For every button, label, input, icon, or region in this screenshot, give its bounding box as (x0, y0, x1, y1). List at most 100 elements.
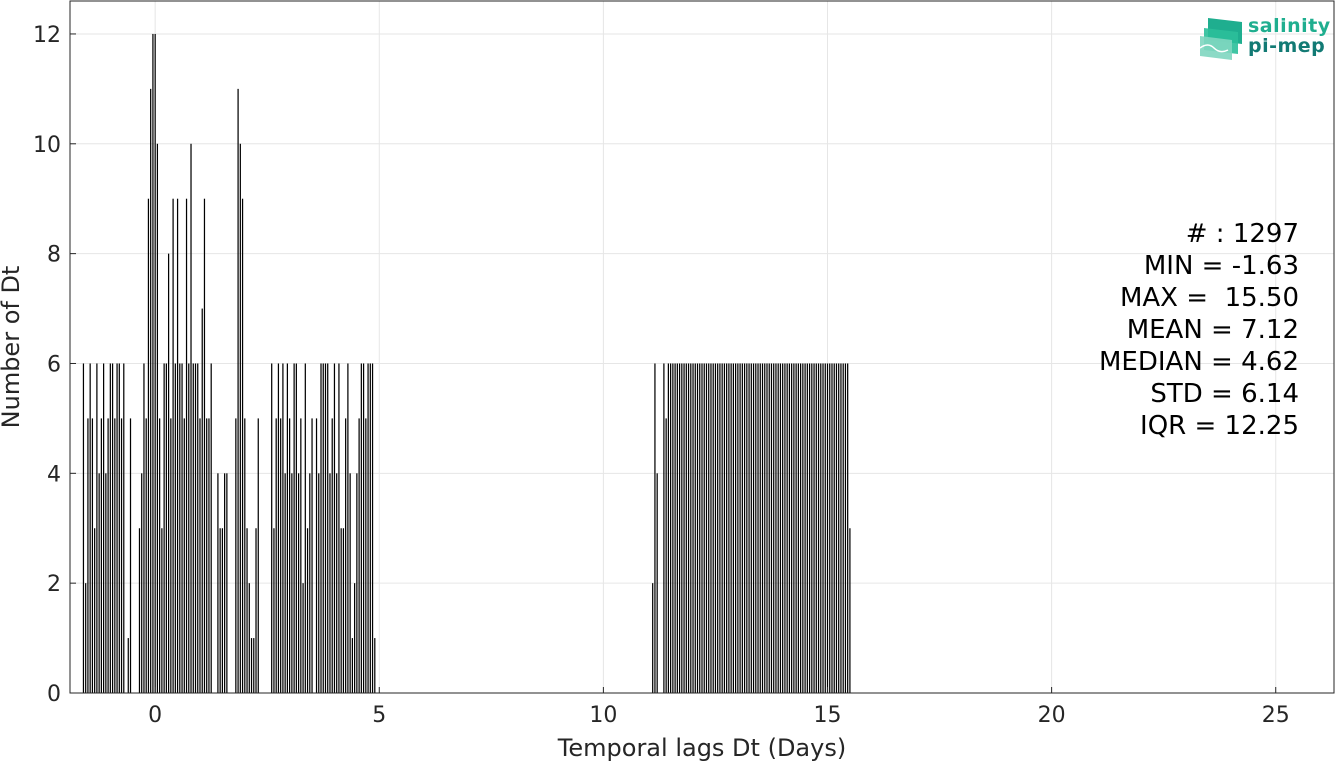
y-tick-label: 10 (33, 133, 61, 158)
histogram-bar (654, 363, 656, 693)
x-tick-labels: 0 5 10 15 20 25 (148, 687, 1290, 728)
histogram-bar (795, 363, 797, 693)
logo-text-pimep: pi-mep (1248, 35, 1326, 57)
histogram-bar (360, 363, 362, 693)
histogram-bar (100, 418, 102, 693)
histogram-bar (728, 363, 730, 693)
histogram-bar (241, 198, 244, 693)
histogram-bar (351, 638, 353, 693)
histogram-bar (172, 198, 174, 693)
histogram-bar (701, 363, 703, 693)
histogram-bar (811, 363, 813, 693)
histogram-bar (194, 363, 197, 693)
histogram-bar (297, 473, 300, 693)
histogram-bar (757, 363, 759, 693)
histogram-bar (703, 363, 705, 693)
x-tick-label: 25 (1262, 703, 1290, 728)
histogram-bar (365, 418, 367, 693)
histogram-bar (315, 418, 318, 693)
histogram-bar (719, 363, 721, 693)
histogram-bar (717, 363, 719, 693)
histogram-bar (842, 363, 844, 693)
histogram-bar (752, 363, 755, 693)
histogram-bar (804, 363, 806, 693)
histogram-bar (154, 33, 156, 693)
histogram-bar (282, 363, 284, 693)
histogram-bar (324, 363, 327, 693)
histogram-bar (788, 363, 791, 693)
histogram-bar (322, 363, 324, 693)
histogram-bar (163, 363, 165, 693)
logo-text-salinity: salinity (1248, 15, 1331, 37)
plot-frame (69, 0, 1335, 694)
histogram-bar (219, 528, 221, 693)
histogram-bar (779, 363, 782, 693)
histogram-bar (179, 363, 181, 693)
statistics-box: # : 1297 MIN = -1.63 MAX = 15.50 MEAN = … (1099, 218, 1299, 442)
histogram-bar (831, 363, 833, 693)
histogram-bar (176, 198, 179, 693)
histogram-bar (750, 363, 752, 693)
histogram-bar (817, 363, 820, 693)
histogram-bar (147, 198, 150, 693)
histogram-bar (849, 528, 851, 693)
histogram-bar (712, 363, 714, 693)
histogram-bar (289, 418, 291, 693)
histogram-bar (329, 473, 331, 693)
histogram-bar (340, 528, 342, 693)
histogram-bar (741, 363, 743, 693)
histogram-bar (203, 198, 206, 693)
histogram-bar (94, 528, 96, 693)
histogram-bar (91, 418, 94, 693)
histogram-bar (802, 363, 804, 693)
histogram-bar (714, 363, 717, 693)
histogram-bar (746, 363, 748, 693)
histogram-bar (246, 528, 248, 693)
histogram-bar (253, 638, 255, 693)
histogram-bar (165, 363, 167, 693)
histogram-bar (250, 638, 253, 693)
y-tick-label: 2 (47, 572, 61, 597)
histogram-bar (255, 528, 257, 693)
histogram-bar (300, 418, 302, 693)
logo-mark-icon (1199, 18, 1242, 60)
histogram-bar (284, 473, 286, 693)
histogram-bar (342, 528, 345, 693)
histogram-bar (235, 418, 237, 693)
histogram-bar (793, 363, 795, 693)
histogram-bar (107, 418, 109, 693)
histogram-bar (369, 363, 371, 693)
histogram-bar (687, 363, 690, 693)
histogram-bar (838, 363, 840, 693)
histogram-bar (174, 363, 176, 693)
y-tick-label: 0 (47, 682, 61, 707)
histogram-bar (797, 363, 799, 693)
histogram-bar (737, 363, 739, 693)
stat-median: MEDIAN = 4.62 (1099, 347, 1299, 377)
salinity-pimep-logo: salinity pi-mep (1198, 14, 1330, 64)
histogram-bar (239, 143, 241, 694)
histogram-bar (291, 473, 293, 693)
histogram-bar (371, 363, 374, 693)
histogram-bar (309, 473, 311, 693)
histogram-bar (85, 583, 87, 693)
histogram-bar (773, 363, 775, 693)
histogram-bars (82, 33, 851, 694)
histogram-bar (808, 363, 811, 693)
histogram-bar (761, 363, 764, 693)
histogram-bar (89, 363, 91, 693)
histogram-bar (159, 418, 161, 693)
histogram-bar (170, 418, 172, 693)
histogram-bar (349, 473, 351, 693)
histogram-bar (237, 88, 239, 694)
histogram-bar (185, 198, 188, 693)
histogram-bar (331, 418, 333, 693)
histogram-bar (190, 143, 192, 694)
histogram-bar (770, 363, 773, 693)
histogram-bar (799, 363, 802, 693)
histogram-bar (710, 363, 712, 693)
histogram-bar (224, 473, 226, 693)
histogram-bar (96, 363, 98, 693)
x-tick-label: 20 (1038, 703, 1066, 728)
histogram-bar (345, 418, 347, 693)
